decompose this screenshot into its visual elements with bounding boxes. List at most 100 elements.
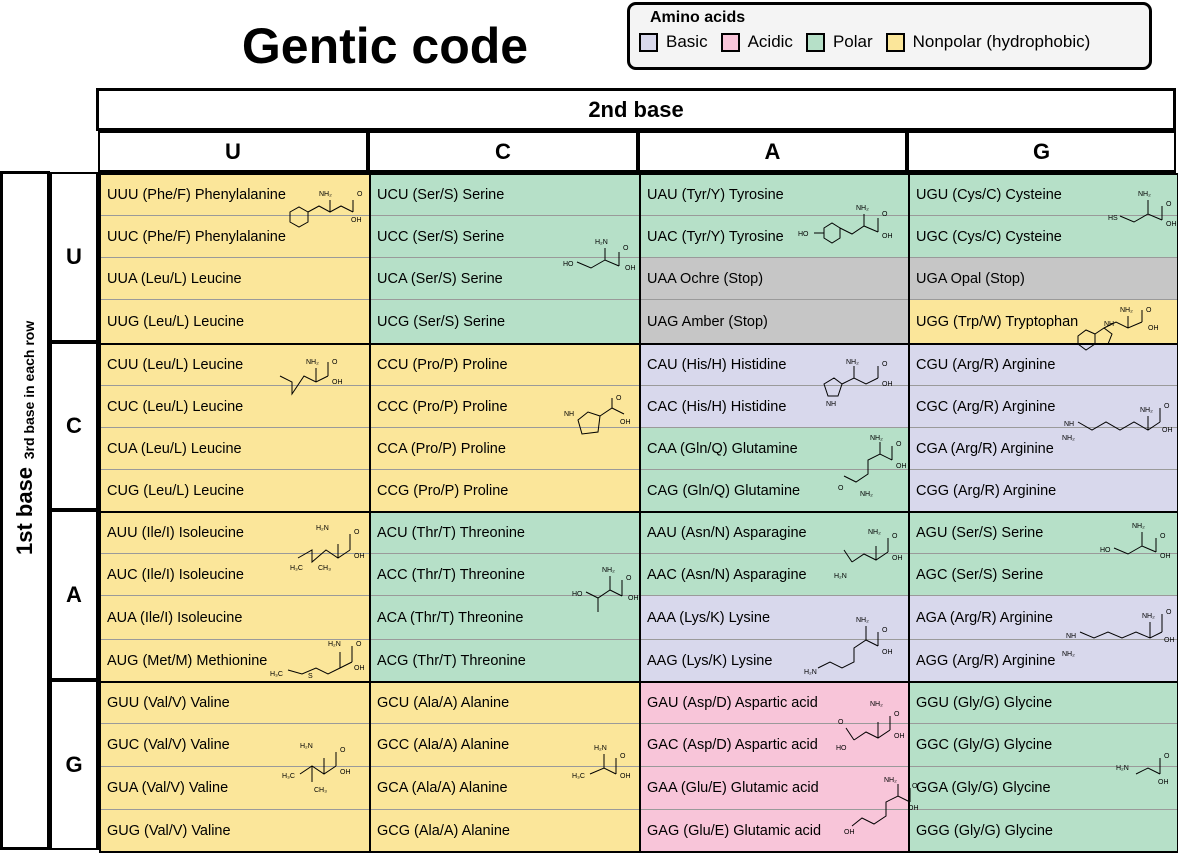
codon-cell-ggg: GGG (Gly/G) Glycine bbox=[909, 810, 1178, 852]
svg-text:NH₂: NH₂ bbox=[868, 529, 881, 536]
codon-cell-cau: CAU (His/H) Histidine bbox=[640, 344, 909, 386]
svg-text:O: O bbox=[896, 441, 902, 448]
codon-cell-uaa: UAA Ochre (Stop) bbox=[640, 258, 909, 300]
svg-text:H₃C: H₃C bbox=[572, 773, 585, 780]
codon-cell-aau: AAU (Asn/N) Asparagine bbox=[640, 512, 909, 554]
asparagine-structure: NH₂ O OH H₂N bbox=[820, 522, 910, 582]
svg-text:OH: OH bbox=[620, 419, 631, 426]
codon-label: UAU (Tyr/Y) Tyrosine bbox=[647, 186, 784, 203]
tyrosine-structure: HO NH₂ O OH bbox=[784, 198, 904, 248]
codon-label: UGU (Cys/C) Cysteine bbox=[916, 186, 1062, 203]
codon-cell-auc: AUC (Ile/I) Isoleucine bbox=[100, 554, 370, 596]
svg-text:NH₂: NH₂ bbox=[306, 359, 319, 366]
svg-text:NH₂: NH₂ bbox=[1138, 191, 1151, 198]
codon-label: GAG (Glu/E) Glutamic acid bbox=[647, 822, 822, 839]
legend-item-polar: Polar bbox=[805, 32, 873, 52]
codon-label: CAG (Gln/Q) Glutamine bbox=[647, 482, 801, 499]
codon-label: UAG Amber (Stop) bbox=[647, 313, 768, 330]
codon-label: CGC (Arg/R) Arginine bbox=[916, 398, 1056, 415]
codon-label: AAU (Asn/N) Asparagine bbox=[647, 524, 807, 541]
svg-text:OH: OH bbox=[844, 829, 855, 836]
codon-cell-ccc: CCC (Pro/P) Proline bbox=[370, 386, 640, 428]
svg-text:HO: HO bbox=[1100, 547, 1111, 554]
svg-text:O: O bbox=[354, 529, 360, 536]
codon-label: GUG (Val/V) Valine bbox=[107, 822, 231, 839]
codon-cell-uca: UCA (Ser/S) Serine bbox=[370, 258, 640, 300]
codon-cell-cuu: CUU (Leu/L) Leucine bbox=[100, 344, 370, 386]
tryptophan-structure: NH NH₂ O OH bbox=[1068, 286, 1178, 358]
codon-label: AAG (Lys/K) Lysine bbox=[647, 652, 773, 669]
codon-cell-gug: GUG (Val/V) Valine bbox=[100, 810, 370, 852]
svg-text:O: O bbox=[894, 711, 900, 718]
codon-cell-gcg: GCG (Ala/A) Alanine bbox=[370, 810, 640, 852]
legend-item-nonpolar: Nonpolar (hydrophobic) bbox=[885, 32, 1090, 52]
svg-text:OH: OH bbox=[1166, 221, 1177, 228]
svg-text:O: O bbox=[626, 575, 632, 582]
codon-label: GUC (Val/V) Valine bbox=[107, 737, 230, 753]
alanine-structure: H₂N O OH H₃C bbox=[570, 734, 650, 784]
row-label-c: C bbox=[50, 342, 98, 510]
codon-cell-ccg: CCG (Pro/P) Proline bbox=[370, 470, 640, 512]
codon-cell-aaa: AAA (Lys/K) Lysine bbox=[640, 596, 909, 640]
svg-text:O: O bbox=[912, 783, 918, 790]
codon-label: CAU (His/H) Histidine bbox=[647, 356, 787, 373]
codon-label: CUA (Leu/L) Leucine bbox=[107, 440, 242, 457]
svg-text:OH: OH bbox=[628, 595, 639, 602]
svg-text:OH: OH bbox=[882, 649, 893, 656]
page-title: Gentic code bbox=[241, 18, 529, 74]
codon-cell-ucu: UCU (Ser/S) Serine bbox=[370, 174, 640, 216]
codon-cell-guc: GUC (Val/V) Valine bbox=[100, 724, 370, 767]
codon-label: UCG (Ser/S) Serine bbox=[377, 313, 506, 330]
codon-label: UUA (Leu/L) Leucine bbox=[107, 270, 242, 287]
codon-cell-uua: UUA (Leu/L) Leucine bbox=[100, 258, 370, 300]
svg-text:S: S bbox=[308, 673, 313, 680]
svg-text:NH₂: NH₂ bbox=[870, 435, 883, 442]
svg-text:OH: OH bbox=[896, 463, 907, 470]
codon-label: GGC (Gly/G) Glycine bbox=[916, 737, 1053, 753]
svg-text:O: O bbox=[1166, 609, 1172, 616]
svg-text:NH₂: NH₂ bbox=[870, 701, 883, 708]
svg-text:CH₃: CH₃ bbox=[318, 565, 331, 572]
codon-label: CCC (Pro/P) Proline bbox=[377, 398, 508, 415]
codon-cell-auu: AUU (Ile/I) Isoleucine bbox=[100, 512, 370, 554]
codon-cell-cga: CGA (Arg/R) Arginine bbox=[909, 428, 1178, 470]
svg-text:NH₂: NH₂ bbox=[856, 617, 869, 624]
codon-cell-cca: CCA (Pro/P) Proline bbox=[370, 428, 640, 470]
svg-text:OH: OH bbox=[1160, 553, 1171, 560]
codon-cell-uga: UGA Opal (Stop) bbox=[909, 258, 1178, 300]
svg-text:H₂N: H₂N bbox=[595, 239, 608, 246]
glycine-structure: H₂N O OH bbox=[1110, 734, 1178, 786]
svg-text:NH₂: NH₂ bbox=[856, 205, 869, 212]
codon-cell-aga: AGA (Arg/R) Arginine bbox=[909, 596, 1178, 640]
codon-cell-gga: GGA (Gly/G) Glycine bbox=[909, 767, 1178, 810]
svg-text:H₃C: H₃C bbox=[290, 565, 303, 572]
svg-text:H₃C: H₃C bbox=[270, 671, 283, 678]
svg-text:OH: OH bbox=[882, 233, 893, 240]
glutamic-acid-structure: NH₂ O OH OH bbox=[830, 770, 919, 838]
phenylalanine-structure: NH₂ O OH bbox=[275, 182, 370, 234]
svg-text:NH₂: NH₂ bbox=[1142, 613, 1155, 620]
codon-cell-cug: CUG (Leu/L) Leucine bbox=[100, 470, 370, 512]
codon-label: AUC (Ile/I) Isoleucine bbox=[107, 566, 244, 583]
svg-text:O: O bbox=[620, 753, 626, 760]
svg-text:NH: NH bbox=[564, 411, 574, 418]
codon-cell-caa: CAA (Gln/Q) Glutamine bbox=[640, 428, 909, 470]
legend-label-acidic: Acidic bbox=[747, 32, 793, 51]
codon-label: CUU (Leu/L) Leucine bbox=[107, 356, 244, 373]
column-header-c: C bbox=[368, 131, 638, 172]
column-header-u: U bbox=[98, 131, 368, 172]
svg-text:OH: OH bbox=[894, 733, 905, 740]
row-label-u: U bbox=[50, 172, 98, 342]
codon-label: GAU (Asp/D) Aspartic acid bbox=[647, 694, 818, 711]
codon-label: GUA (Val/V) Valine bbox=[107, 780, 229, 796]
codon-label: UCA (Ser/S) Serine bbox=[377, 270, 503, 287]
svg-text:HO: HO bbox=[798, 231, 809, 238]
svg-text:OH: OH bbox=[1164, 637, 1175, 644]
codon-label: UCU (Ser/S) Serine bbox=[377, 186, 505, 203]
svg-text:NH₂: NH₂ bbox=[860, 491, 873, 498]
codon-label: AUA (Ile/I) Isoleucine bbox=[107, 609, 243, 626]
codon-label: UAC (Tyr/Y) Tyrosine bbox=[647, 228, 784, 245]
codon-cell-gua: GUA (Val/V) Valine bbox=[100, 767, 370, 810]
codon-label: GAC (Asp/D) Aspartic acid bbox=[647, 737, 818, 753]
svg-text:O: O bbox=[882, 211, 888, 218]
